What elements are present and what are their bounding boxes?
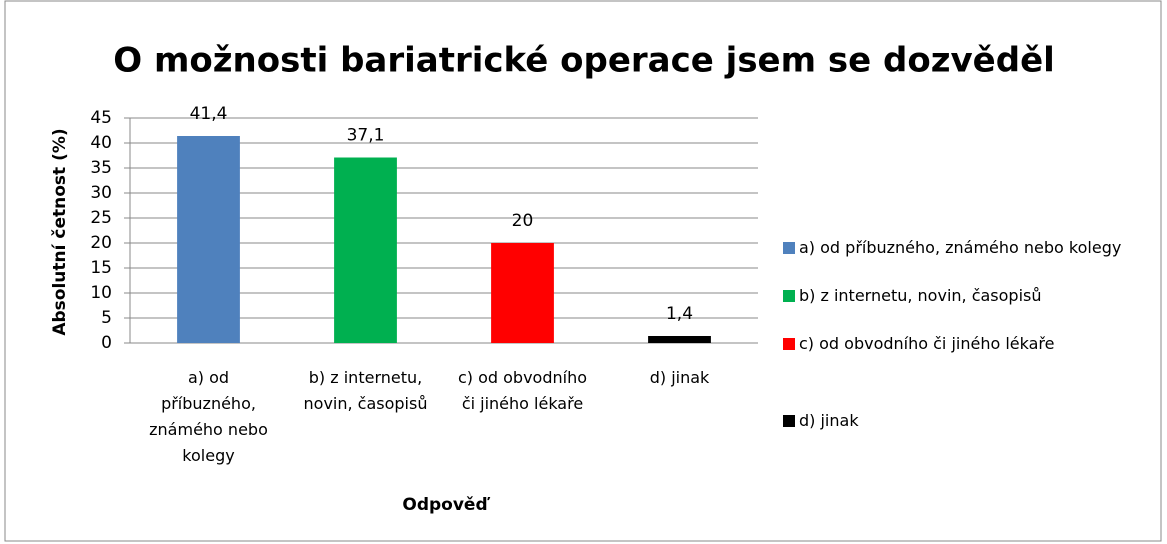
legend-label: a) od příbuzného, známého nebo kolegy [799, 238, 1121, 257]
y-tick-label: 15 [90, 258, 112, 278]
bar [648, 336, 711, 343]
chart-title: O možnosti bariatrické operace jsem se d… [113, 41, 1055, 81]
x-axis-label: Odpověď [402, 495, 490, 515]
bar [177, 136, 240, 343]
x-tick-label: a) od příbuzného, známého nebo kolegy [149, 368, 268, 465]
x-tick-label: c) od obvodního či jiného lékaře [458, 368, 587, 413]
y-tick-label: 25 [90, 208, 112, 228]
y-tick-label: 40 [90, 133, 112, 153]
y-tick-label: 30 [90, 183, 112, 203]
y-tick-label: 10 [90, 283, 112, 303]
legend-label: d) jinak [799, 411, 859, 430]
y-tick-label: 35 [90, 158, 112, 178]
legend-swatch [783, 415, 795, 427]
value-label: 37,1 [347, 126, 385, 146]
legend-swatch [783, 242, 795, 254]
bar [334, 157, 397, 343]
y-tick-label: 45 [90, 108, 112, 128]
y-axis-label: Absolutní četnost (%) [50, 128, 70, 335]
legend-label: c) od obvodního či jiného lékaře [799, 334, 1054, 353]
x-tick-label: b) z internetu, novin, časopisů [304, 368, 428, 413]
x-tick-label: d) jinak [650, 368, 710, 387]
value-label: 1,4 [666, 304, 693, 324]
legend-swatch [783, 290, 795, 302]
y-tick-label: 5 [101, 308, 112, 328]
y-tick-label: 20 [90, 233, 112, 253]
value-label: 41,4 [190, 104, 228, 124]
value-label: 20 [512, 211, 534, 231]
bar [491, 243, 554, 343]
legend-label: b) z internetu, novin, časopisů [799, 286, 1042, 305]
y-tick-label: 0 [101, 333, 112, 353]
legend-swatch [783, 338, 795, 350]
